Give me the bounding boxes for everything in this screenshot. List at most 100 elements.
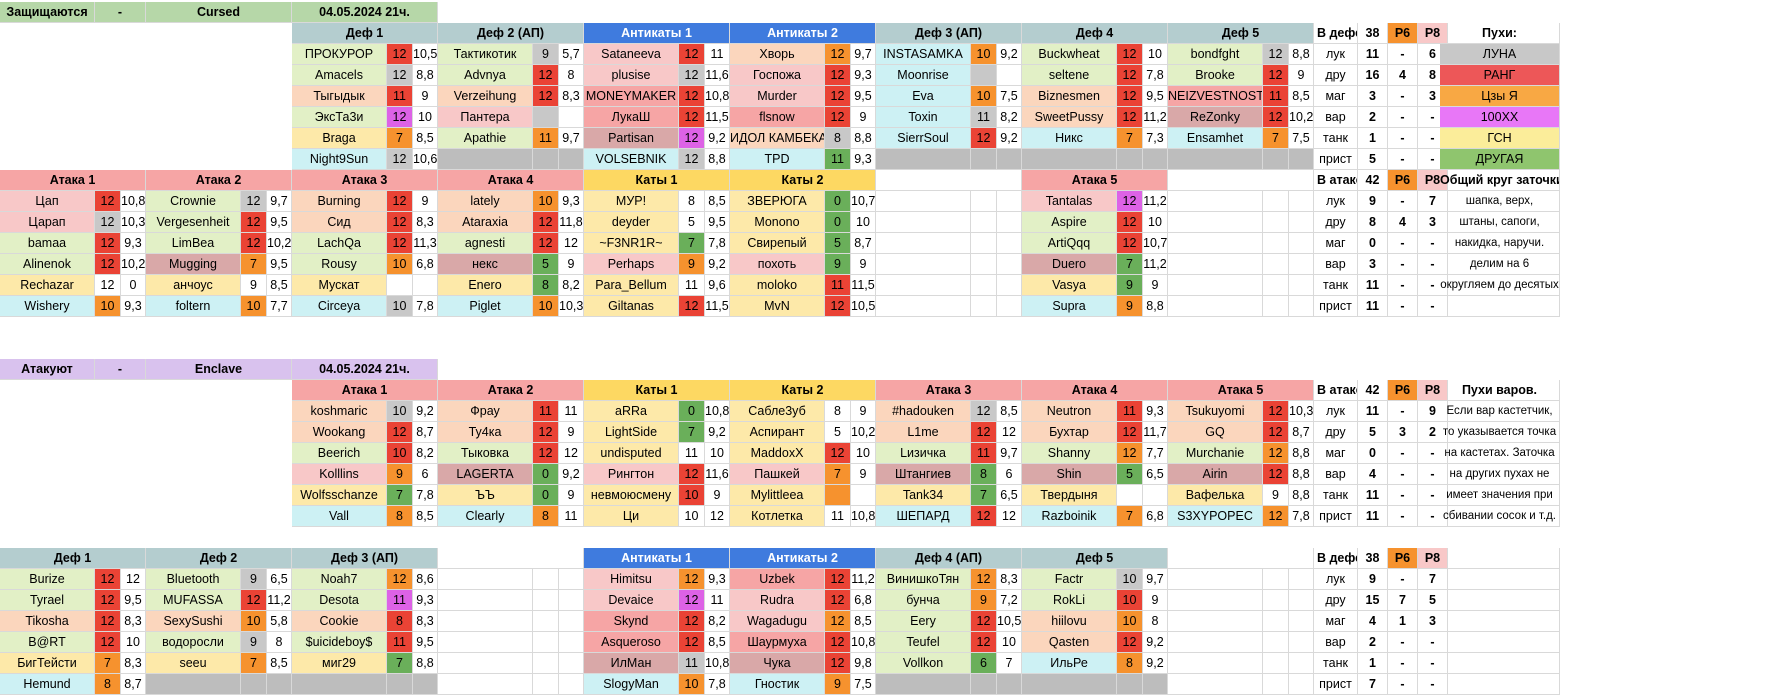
- sharpen-value[interactable]: [559, 149, 584, 170]
- level-value[interactable]: 12: [387, 422, 413, 443]
- level-value[interactable]: 8: [387, 506, 413, 527]
- player-name[interactable]: Wagadugu: [730, 611, 825, 632]
- player-name[interactable]: LimBea: [146, 233, 241, 254]
- level-value[interactable]: 11: [533, 128, 559, 149]
- player-name[interactable]: Гностик: [730, 674, 825, 695]
- player-name[interactable]: [1168, 569, 1263, 590]
- sharpen-value[interactable]: 8,3: [413, 212, 438, 233]
- player-name[interactable]: ИльРе: [1022, 653, 1117, 674]
- sharpen-value[interactable]: 12: [997, 506, 1022, 527]
- p8-count[interactable]: -: [1418, 485, 1448, 506]
- level-value[interactable]: [533, 149, 559, 170]
- level-value[interactable]: 12: [1117, 422, 1143, 443]
- player-name[interactable]: VOLSEBNIK: [584, 149, 679, 170]
- sharpen-value[interactable]: [997, 254, 1022, 275]
- sharpen-value[interactable]: [997, 212, 1022, 233]
- level-value[interactable]: 7: [1263, 128, 1289, 149]
- p8-count[interactable]: 2: [1418, 422, 1448, 443]
- level-value[interactable]: 12: [825, 653, 851, 674]
- level-value[interactable]: 9: [1117, 275, 1143, 296]
- sharpen-value[interactable]: [1289, 254, 1314, 275]
- player-name[interactable]: Никс: [1022, 128, 1117, 149]
- sharpen-value[interactable]: 10,8: [121, 191, 146, 212]
- stats-label[interactable]: В дефе:: [1314, 548, 1358, 569]
- class-count[interactable]: 2: [1358, 107, 1388, 128]
- player-name[interactable]: seeu: [146, 653, 241, 674]
- class-label[interactable]: прист: [1314, 149, 1358, 170]
- p8-count[interactable]: 7: [1418, 569, 1448, 590]
- level-value[interactable]: 10: [387, 443, 413, 464]
- player-name[interactable]: INSTASAMKA: [876, 44, 971, 65]
- level-value[interactable]: 8: [95, 674, 121, 695]
- sharpen-value[interactable]: [1289, 296, 1314, 317]
- sharpen-value[interactable]: [1289, 149, 1314, 170]
- player-name[interactable]: Teufel: [876, 632, 971, 653]
- sharpen-value[interactable]: [1289, 674, 1314, 695]
- player-name[interactable]: похоть: [730, 254, 825, 275]
- sharpen-value[interactable]: 9,5: [851, 86, 876, 107]
- player-name[interactable]: [1168, 611, 1263, 632]
- class-label[interactable]: танк: [1314, 485, 1358, 506]
- group-header[interactable]: Деф 4: [1022, 23, 1168, 44]
- sharpen-value[interactable]: 8,3: [121, 653, 146, 674]
- level-value[interactable]: 12: [1263, 44, 1289, 65]
- player-name[interactable]: Murder: [730, 86, 825, 107]
- level-value[interactable]: 12: [533, 233, 559, 254]
- p8-count[interactable]: -: [1418, 506, 1448, 527]
- class-count[interactable]: 9: [1358, 191, 1388, 212]
- sharpen-value[interactable]: 7,8: [705, 674, 730, 695]
- sharpen-value[interactable]: [1289, 632, 1314, 653]
- player-name[interactable]: Rudra: [730, 590, 825, 611]
- level-value[interactable]: 5: [825, 233, 851, 254]
- level-value[interactable]: 12: [533, 212, 559, 233]
- stats-total[interactable]: 38: [1358, 23, 1388, 44]
- sharpen-value[interactable]: 11,6: [705, 65, 730, 86]
- sharpen-value[interactable]: [1289, 191, 1314, 212]
- class-label[interactable]: маг: [1314, 443, 1358, 464]
- sharpen-value[interactable]: 8,5: [413, 506, 438, 527]
- level-value[interactable]: 10: [1117, 590, 1143, 611]
- level-value[interactable]: 8: [533, 275, 559, 296]
- player-name[interactable]: миг29: [292, 653, 387, 674]
- sharpen-value[interactable]: 11,6: [705, 464, 730, 485]
- note-line[interactable]: имеет значения при: [1440, 485, 1560, 506]
- level-value[interactable]: 9: [825, 254, 851, 275]
- level-value[interactable]: 12: [241, 233, 267, 254]
- p8-count[interactable]: 3: [1418, 212, 1448, 233]
- level-value[interactable]: [533, 107, 559, 128]
- level-value[interactable]: 5: [533, 254, 559, 275]
- class-label[interactable]: маг: [1314, 233, 1358, 254]
- sharpen-value[interactable]: 9,2: [559, 464, 584, 485]
- player-name[interactable]: hiilovu: [1022, 611, 1117, 632]
- player-name[interactable]: Vall: [292, 506, 387, 527]
- level-value[interactable]: [533, 611, 559, 632]
- stats-total[interactable]: 42: [1358, 170, 1388, 191]
- stats-label[interactable]: В дефе:: [1314, 23, 1358, 44]
- sharpen-value[interactable]: 10: [1143, 212, 1168, 233]
- p6-count[interactable]: -: [1388, 674, 1418, 695]
- stats-label[interactable]: В атаке:: [1314, 380, 1358, 401]
- sharpen-value[interactable]: 11: [559, 506, 584, 527]
- note-line[interactable]: [1440, 632, 1560, 653]
- player-name[interactable]: Сид: [292, 212, 387, 233]
- player-name[interactable]: [876, 296, 971, 317]
- sharpen-value[interactable]: 11,3: [413, 233, 438, 254]
- player-name[interactable]: Tyrael: [0, 590, 95, 611]
- player-name[interactable]: NEIZVESTNOST: [1168, 86, 1263, 107]
- level-value[interactable]: 11: [387, 86, 413, 107]
- level-value[interactable]: [1263, 233, 1289, 254]
- class-count[interactable]: 11: [1358, 296, 1388, 317]
- level-value[interactable]: 7: [387, 128, 413, 149]
- player-name[interactable]: Shanny: [1022, 443, 1117, 464]
- sharpen-value[interactable]: 10: [705, 443, 730, 464]
- player-name[interactable]: невмоюсмену: [584, 485, 679, 506]
- player-name[interactable]: ВинишкоТян: [876, 569, 971, 590]
- player-name[interactable]: Burize: [0, 569, 95, 590]
- level-value[interactable]: 12: [387, 149, 413, 170]
- player-name[interactable]: [876, 674, 971, 695]
- p8-count[interactable]: 9: [1418, 401, 1448, 422]
- level-value[interactable]: 12: [679, 296, 705, 317]
- p6-header[interactable]: Р6: [1388, 170, 1418, 191]
- sharpen-value[interactable]: 6,5: [1143, 464, 1168, 485]
- level-value[interactable]: 11: [679, 275, 705, 296]
